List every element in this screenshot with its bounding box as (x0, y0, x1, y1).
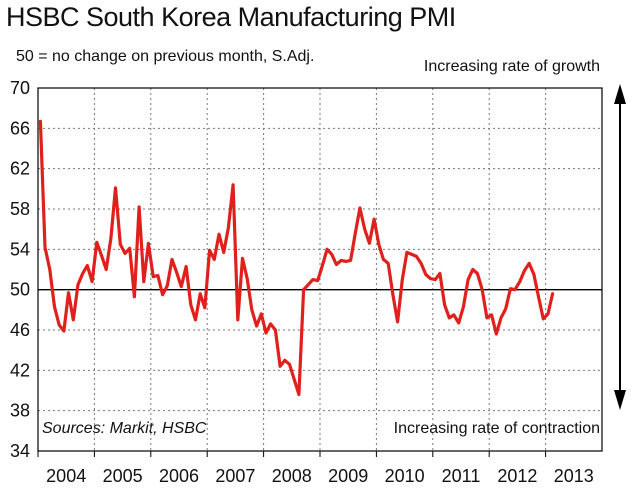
y-tick-label: 50 (10, 280, 30, 300)
x-tick-label: 2011 (442, 466, 481, 486)
x-tick-label: 2009 (328, 466, 368, 486)
source-note: Sources: Markit, HSBC (42, 420, 207, 437)
growth-annotation: Increasing rate of growth (423, 58, 600, 75)
x-tick-label: 2005 (103, 466, 143, 486)
x-tick-label: 2004 (46, 466, 86, 486)
x-tick-label: 2013 (554, 466, 594, 486)
y-tick-label: 70 (10, 78, 30, 98)
chart-subtitle: 50 = no change on previous month, S.Adj. (16, 48, 315, 65)
x-tick-label: 2006 (159, 466, 199, 486)
contraction-annotation: Increasing rate of contraction (393, 420, 600, 437)
y-tick-label: 54 (10, 239, 30, 259)
arrow-down-icon (614, 390, 626, 410)
pmi-series-line (38, 119, 555, 397)
arrow-up-icon (614, 84, 626, 104)
x-tick-label: 2008 (272, 466, 312, 486)
y-tick-label: 42 (10, 360, 30, 380)
y-tick-label: 58 (10, 199, 30, 219)
y-tick-label: 62 (10, 159, 30, 179)
chart-title: HSBC South Korea Manufacturing PMI (6, 2, 456, 32)
y-tick-label: 34 (10, 441, 30, 461)
x-tick-label: 2010 (385, 466, 425, 486)
y-tick-label: 46 (10, 320, 30, 340)
x-tick-label: 2012 (497, 466, 537, 486)
y-tick-label: 38 (10, 401, 30, 421)
x-tick-label: 2007 (215, 466, 255, 486)
y-tick-label: 66 (10, 118, 30, 138)
